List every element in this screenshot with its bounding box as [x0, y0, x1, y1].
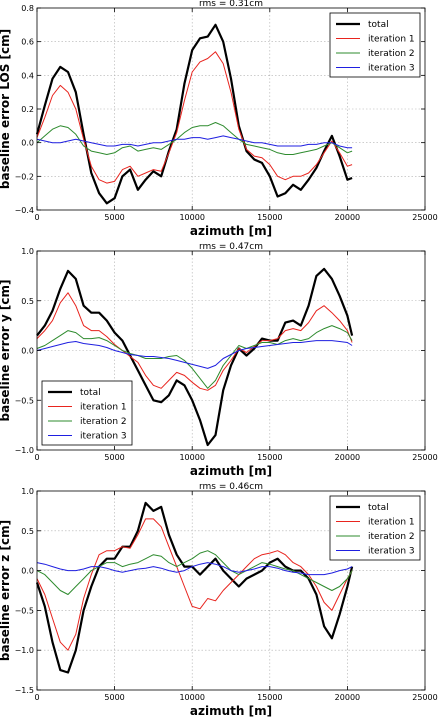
- legend: total iteration 1 iteration 2 iteration 3: [41, 380, 133, 446]
- y-tick-label: −0.4: [15, 206, 34, 215]
- legend-label: iteration 3: [368, 547, 415, 557]
- x-tick-label: 15000: [257, 453, 282, 462]
- x-tick-label: 0: [34, 453, 39, 462]
- x-tick-label: 0: [34, 213, 39, 222]
- x-tick-label: 25000: [412, 213, 437, 222]
- series-line-iteration-3: [36, 340, 353, 369]
- series-line-iteration-1: [36, 518, 353, 651]
- y-tick-label: −1.5: [15, 686, 34, 695]
- x-tick-label: 15000: [257, 693, 282, 702]
- x-tick-label: 25000: [412, 693, 437, 702]
- x-tick-label: 25000: [412, 453, 437, 462]
- legend-label: iteration 1: [368, 518, 415, 528]
- x-tick-label: 10000: [179, 693, 204, 702]
- legend-label: iteration 2: [80, 417, 127, 427]
- x-tick-label: 20000: [335, 693, 360, 702]
- y-tick-label: −1.0: [15, 446, 34, 455]
- legend: total iteration 1 iteration 2 iteration 3: [329, 12, 421, 78]
- y-tick-label: 0.2: [21, 105, 34, 114]
- series-line-iteration-1: [36, 292, 353, 391]
- x-tick-label: 5000: [104, 693, 124, 702]
- x-tick-label: 10000: [179, 453, 204, 462]
- y-tick-label: 0.0: [21, 347, 34, 356]
- series-line-iteration-1: [36, 51, 353, 184]
- y-tick-label: −0.5: [15, 396, 34, 405]
- series-line-total: [36, 267, 354, 447]
- y-tick-label: 0.0: [21, 139, 34, 148]
- legend-label: total: [368, 20, 389, 30]
- x-tick-label: 5000: [104, 453, 124, 462]
- y-axis-label: baseline error LOS [cm]: [0, 29, 12, 189]
- chart-title: rms = 0.46cm: [199, 482, 263, 492]
- series-line-total: [35, 23, 353, 205]
- x-tick-label: 0: [34, 693, 39, 702]
- x-tick-label: 20000: [335, 213, 360, 222]
- y-tick-label: 0.5: [21, 297, 34, 306]
- y-tick-label: 0.0: [21, 567, 34, 576]
- x-tick-label: 15000: [257, 213, 282, 222]
- y-tick-label: 1.0: [21, 487, 34, 496]
- axes-frame: [36, 490, 426, 691]
- legend: total iteration 1 iteration 2 iteration 3: [329, 495, 421, 561]
- x-axis-label: azimuth [m]: [190, 704, 272, 718]
- legend-label: iteration 3: [368, 64, 415, 74]
- y-axis-label: baseline error y [cm]: [0, 280, 12, 422]
- subplot-1: 0 5000 10000 15000 20000 25000 −0.4 −0.2 0.0 0.2 0…: [0, 0, 438, 238]
- series-line-iteration-3: [36, 135, 353, 149]
- legend-label: iteration 2: [368, 49, 415, 59]
- series-line-iteration-2: [36, 122, 353, 155]
- y-tick-label: 0.8: [21, 4, 34, 13]
- subplot-2: 0 5000 10000 15000 20000 25000 −1.0 −0.5 0.0 0.5 1…: [0, 242, 438, 478]
- legend-label: iteration 3: [80, 432, 127, 442]
- x-axis-label: azimuth [m]: [190, 464, 272, 478]
- chart-title: rms = 0.31cm: [199, 0, 263, 9]
- series-line-iteration-2: [36, 325, 353, 389]
- legend-label: total: [368, 503, 389, 513]
- chart-title: rms = 0.47cm: [199, 242, 263, 252]
- y-axis-label: baseline error z [cm]: [0, 520, 12, 661]
- legend-label: iteration 1: [368, 35, 415, 45]
- y-tick-label: 0.5: [21, 527, 34, 536]
- x-tick-label: 5000: [104, 213, 124, 222]
- y-tick-label: −0.2: [15, 172, 34, 181]
- y-tick-label: −1.0: [15, 646, 34, 655]
- x-tick-label: 10000: [179, 213, 204, 222]
- series-line-iteration-2: [36, 550, 353, 595]
- legend-label: iteration 1: [80, 403, 127, 413]
- y-tick-label: 1.0: [21, 247, 34, 256]
- legend-label: total: [80, 388, 101, 398]
- y-tick-label: 0.4: [21, 71, 34, 80]
- series-line-total: [35, 501, 354, 674]
- x-axis-label: azimuth [m]: [190, 224, 272, 238]
- legend-label: iteration 2: [368, 532, 415, 542]
- subplot-3: 0 5000 10000 15000 20000 25000 −1.5 −1.0 −0.5 0.0…: [0, 482, 438, 718]
- y-tick-label: −0.5: [15, 606, 34, 615]
- x-tick-label: 20000: [335, 453, 360, 462]
- series-line-iteration-3: [36, 562, 353, 576]
- y-tick-label: 0.6: [21, 38, 34, 47]
